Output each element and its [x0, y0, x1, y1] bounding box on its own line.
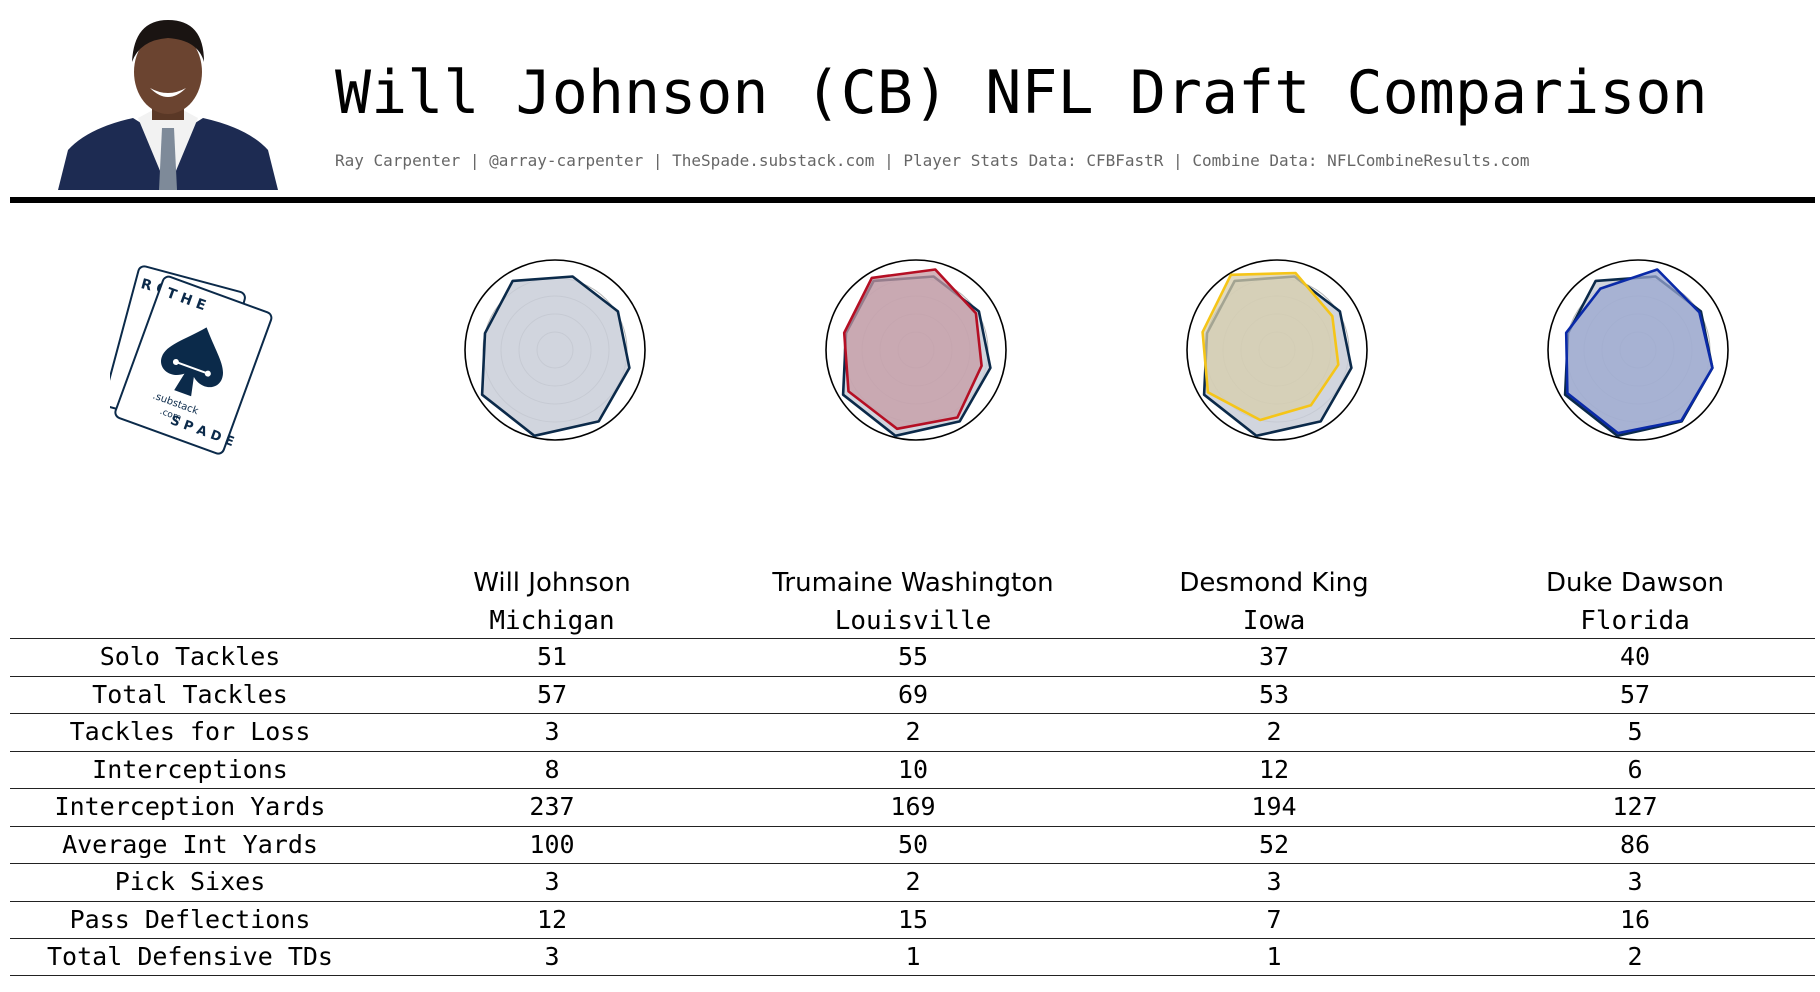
- stat-value: 2: [905, 717, 921, 746]
- stat-value: 3: [544, 867, 560, 896]
- player-name: Trumaine Washington: [772, 568, 1054, 598]
- stat-label: Pick Sixes: [114, 867, 266, 896]
- player-school: Louisville: [834, 606, 992, 636]
- table-row: Total Defensive TDs 3 1 1 2: [10, 938, 1815, 976]
- stat-value: 127: [1612, 792, 1658, 821]
- stat-label: Solo Tackles: [99, 642, 281, 671]
- stat-value: 16: [1619, 904, 1651, 934]
- player-school: Iowa: [1242, 606, 1306, 636]
- page-subtitle: Ray Carpenter | @array-carpenter | TheSp…: [335, 151, 1530, 170]
- stat-value: 3: [1266, 867, 1282, 896]
- stat-value: 6: [1627, 754, 1643, 784]
- table-row: Interceptions 8 10 12 6: [10, 750, 1815, 789]
- stat-value: 237: [529, 792, 575, 821]
- stats-table: Solo Tackles 51 55 37 40 Total Tackles 57 69 53 5…: [10, 638, 1815, 976]
- radar-series-polygon: [480, 275, 631, 438]
- stat-label: Tackles for Loss: [69, 717, 311, 746]
- stat-value: 5: [1627, 717, 1643, 746]
- player-school: Michigan: [489, 606, 615, 636]
- stat-value: 2: [905, 867, 921, 896]
- radar-chart-2: [825, 259, 1007, 441]
- radar-series-polygon: [1564, 268, 1714, 435]
- radar-series-polygon: [1201, 271, 1340, 422]
- radar-chart-3: [1186, 259, 1368, 441]
- header-divider: [10, 197, 1815, 203]
- stat-label: Total Tackles: [92, 679, 288, 709]
- stat-value: 40: [1619, 642, 1651, 671]
- stat-value: 3: [1627, 867, 1643, 896]
- stat-label: Pass Deflections: [69, 904, 311, 934]
- stat-value: 57: [1619, 679, 1651, 709]
- stat-label: Total Defensive TDs: [47, 942, 333, 971]
- stat-value: 15: [897, 904, 929, 934]
- stat-label: Average Int Yards: [62, 829, 318, 859]
- player-name: Will Johnson: [473, 568, 631, 598]
- stat-value: 53: [1258, 679, 1290, 709]
- table-row: Solo Tackles 51 55 37 40: [10, 638, 1815, 676]
- stat-value: 2: [1266, 717, 1282, 746]
- player-header-1: Will Johnson Michigan: [402, 564, 702, 640]
- stat-label: Interception Yards: [54, 792, 326, 821]
- stat-value: 37: [1258, 642, 1290, 671]
- radar-chart-4: [1547, 259, 1729, 441]
- stat-value: 86: [1619, 829, 1651, 859]
- stat-value: 51: [536, 642, 568, 671]
- player-school: Florida: [1580, 606, 1690, 636]
- stat-value: 1: [905, 942, 921, 971]
- stat-value: 169: [890, 792, 936, 821]
- radar-series-polygon: [842, 268, 983, 431]
- stat-value: 194: [1251, 792, 1297, 821]
- stat-value: 100: [529, 829, 575, 859]
- page-title: Will Johnson (CB) NFL Draft Comparison: [335, 58, 1708, 128]
- stat-value: 12: [1258, 754, 1290, 784]
- table-row: Interception Yards 237 169 194 127: [10, 788, 1815, 826]
- stat-value: 55: [897, 642, 929, 671]
- table-row: Pass Deflections 12 15 7 16: [10, 900, 1815, 939]
- the-spade-logo: R C T H E S P A D E .substack .com: [102, 255, 300, 455]
- table-row: Average Int Yards 100 50 52 86: [10, 825, 1815, 864]
- table-row: Tackles for Loss 3 2 2 5: [10, 713, 1815, 751]
- stat-value: 7: [1266, 904, 1282, 934]
- stat-value: 52: [1258, 829, 1290, 859]
- stat-value: 10: [897, 754, 929, 784]
- player-header-4: Duke Dawson Florida: [1485, 564, 1785, 640]
- table-row: Total Tackles 57 69 53 57: [10, 675, 1815, 714]
- stat-value: 2: [1627, 942, 1643, 971]
- stat-value: 57: [536, 679, 568, 709]
- stat-value: 12: [536, 904, 568, 934]
- radar-chart-1: [464, 259, 646, 441]
- player-name: Duke Dawson: [1545, 568, 1725, 598]
- player-headshot: [58, 10, 278, 190]
- stat-value: 8: [544, 754, 560, 784]
- stat-value: 69: [897, 679, 929, 709]
- player-name: Desmond King: [1179, 568, 1369, 598]
- player-header-3: Desmond King Iowa: [1124, 564, 1424, 640]
- stat-value: 50: [897, 829, 929, 859]
- stat-value: 3: [544, 717, 560, 746]
- player-header-2: Trumaine Washington Louisville: [763, 564, 1063, 640]
- table-row: Pick Sixes 3 2 3 3: [10, 863, 1815, 901]
- stat-label: Interceptions: [92, 754, 288, 784]
- stat-value: 1: [1266, 942, 1282, 971]
- stat-value: 3: [544, 942, 560, 971]
